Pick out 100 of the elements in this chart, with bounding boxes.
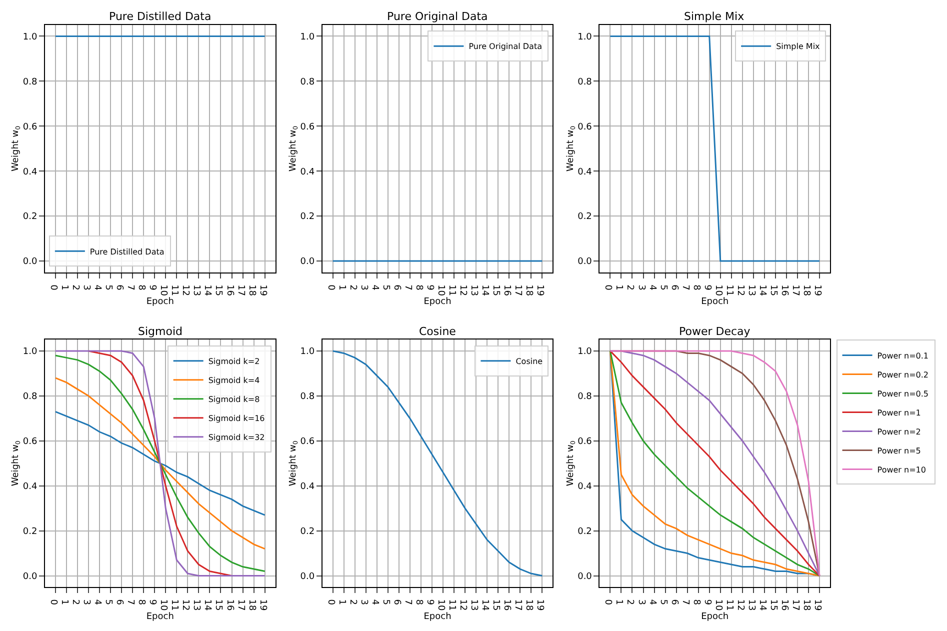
chart-title: Simple Mix [684, 10, 745, 23]
x-tick-label: 8 [136, 284, 146, 291]
legend-label: Sigmoid k=8 [208, 394, 260, 404]
y-tick-label: 0.2 [578, 212, 592, 222]
x-tick-label: 4 [92, 599, 102, 606]
x-tick-label: 1 [336, 284, 346, 290]
x-tick-label: 6 [668, 284, 679, 291]
x-tick-label: 14 [480, 599, 490, 612]
line-series [54, 410, 266, 516]
x-tick-label: 2 [624, 284, 635, 290]
x-tick-label: 14 [756, 599, 767, 612]
x-tick-label: 16 [502, 599, 512, 612]
y-tick-label: 0.4 [22, 167, 38, 178]
x-tick-label: 12 [734, 284, 745, 296]
x-tick-label: 3 [358, 599, 368, 606]
x-tick-label: 17 [235, 599, 246, 611]
x-tick-label: 14 [480, 284, 490, 296]
x-tick-label: 5 [380, 599, 390, 606]
x-tick-label: 12 [734, 599, 745, 611]
line-series [332, 350, 543, 577]
x-tick-label: 19 [257, 284, 268, 296]
x-tick-label: 19 [534, 284, 545, 296]
x-tick-label: 16 [224, 599, 234, 612]
y-tick-label: 0.4 [22, 482, 38, 492]
x-tick-label: 8 [413, 284, 424, 291]
x-tick-label: 4 [369, 284, 380, 291]
x-tick-label: 15 [768, 599, 778, 611]
y-tick-label: 0.4 [578, 482, 592, 492]
x-tick-label: 9 [702, 599, 712, 606]
x-tick-label: 18 [246, 599, 256, 612]
x-tick-label: 6 [114, 284, 124, 291]
x-tick-label: 17 [235, 284, 246, 296]
x-tick-label: 3 [81, 284, 92, 290]
x-tick-label: 1 [614, 599, 624, 606]
x-tick-label: 2 [624, 599, 635, 606]
y-tick-label: 1.0 [22, 347, 38, 358]
x-tick-label: 19 [812, 284, 822, 296]
x-tick-label: 6 [668, 599, 679, 606]
x-tick-label: 1 [336, 599, 346, 606]
x-tick-label: 16 [778, 284, 789, 296]
x-tick-label: 7 [680, 284, 690, 290]
x-tick-label: 10 [712, 284, 723, 296]
x-tick-label: 10 [436, 284, 446, 296]
y-tick-label: 0.8 [578, 77, 592, 88]
x-tick-label: 17 [790, 599, 800, 611]
y-tick-label: 0.8 [300, 392, 315, 402]
x-tick-label: 3 [636, 284, 646, 290]
x-tick-label: 16 [224, 284, 234, 296]
x-tick-label: 16 [502, 284, 512, 296]
x-tick-label: 15 [213, 284, 224, 296]
x-axis-title: Epoch [701, 612, 729, 622]
y-tick-label: 0.6 [300, 437, 315, 448]
x-tick-label: 0 [602, 284, 613, 291]
y-tick-label: 0.6 [578, 122, 592, 132]
x-tick-label: 6 [114, 599, 124, 606]
x-tick-label: 14 [756, 284, 767, 296]
x-axis-title: Epoch [424, 612, 452, 622]
x-tick-label: 3 [358, 284, 368, 290]
y-tick-label: 0.8 [22, 77, 38, 88]
x-tick-label: 13 [468, 599, 479, 611]
x-tick-label: 5 [658, 284, 668, 290]
y-tick-label: 0.4 [300, 167, 315, 178]
x-tick-label: 19 [812, 599, 822, 612]
x-axis-title: Epoch [146, 612, 174, 622]
y-tick-label: 1.0 [300, 347, 315, 358]
x-tick-label: 16 [778, 599, 789, 612]
x-tick-label: 12 [180, 599, 190, 611]
x-tick-label: 10 [712, 599, 723, 612]
legend-label: Power n=0.5 [877, 389, 929, 398]
x-tick-label: 13 [468, 284, 479, 296]
x-tick-label: 8 [690, 284, 701, 291]
legend-label: Power n=1 [877, 408, 921, 418]
x-tick-label: 18 [524, 599, 534, 612]
y-tick-label: 0.0 [300, 572, 315, 582]
x-tick-label: 15 [213, 599, 224, 611]
x-tick-label: 9 [424, 284, 434, 291]
x-tick-label: 9 [147, 599, 158, 606]
x-tick-label: 3 [636, 599, 646, 606]
x-tick-label: 8 [690, 599, 701, 606]
x-tick-label: 4 [646, 599, 657, 606]
x-tick-label: 2 [70, 284, 80, 290]
y-tick-label: 1.0 [578, 347, 592, 358]
x-axis-title: Epoch [701, 297, 729, 308]
line-series [54, 377, 266, 550]
x-tick-label: 19 [534, 599, 545, 612]
y-tick-label: 0.0 [578, 572, 592, 582]
x-tick-label: 15 [768, 284, 778, 296]
x-tick-label: 13 [191, 284, 202, 296]
x-tick-label: 11 [169, 284, 180, 296]
x-tick-label: 11 [724, 284, 734, 296]
y-tick-label: 0.2 [22, 212, 38, 222]
x-tick-label: 19 [257, 599, 268, 612]
x-tick-label: 8 [413, 599, 424, 606]
chart-title: Pure Distilled Data [109, 10, 212, 23]
x-axis-title: Epoch [146, 297, 174, 308]
x-tick-label: 10 [436, 599, 446, 612]
x-tick-label: 11 [446, 284, 457, 296]
chart-title: Sigmoid [138, 325, 183, 338]
legend-label: Pure Distilled Data [90, 247, 164, 256]
legend-label: Power n=0.2 [877, 370, 929, 380]
